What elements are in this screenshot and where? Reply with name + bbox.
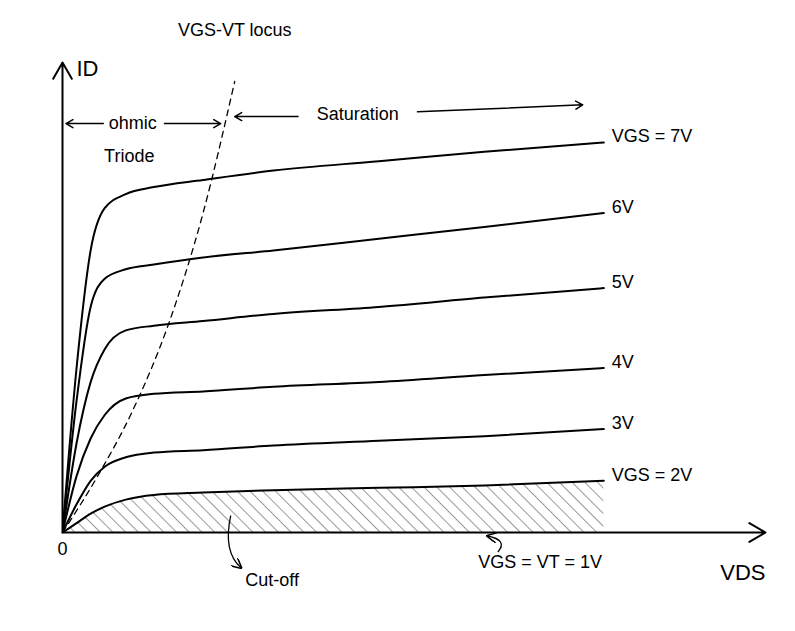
svg-text:VGS = 2V: VGS = 2V [612,465,693,485]
svg-text:VDS: VDS [720,560,765,585]
svg-text:4V: 4V [612,352,634,372]
svg-text:VGS-VT locus: VGS-VT locus [178,20,292,40]
svg-text:Saturation: Saturation [317,104,399,124]
svg-text:VGS = 7V: VGS = 7V [612,126,693,146]
svg-text:0: 0 [57,539,67,559]
svg-text:Triode: Triode [104,146,154,166]
svg-text:3V: 3V [612,413,634,433]
svg-text:ID: ID [77,56,99,81]
svg-text:5V: 5V [612,272,634,292]
svg-text:VGS = VT = 1V: VGS = VT = 1V [478,552,602,572]
svg-text:Cut-off: Cut-off [245,570,300,590]
svg-text:6V: 6V [612,197,634,217]
svg-text:ohmic: ohmic [109,113,157,133]
